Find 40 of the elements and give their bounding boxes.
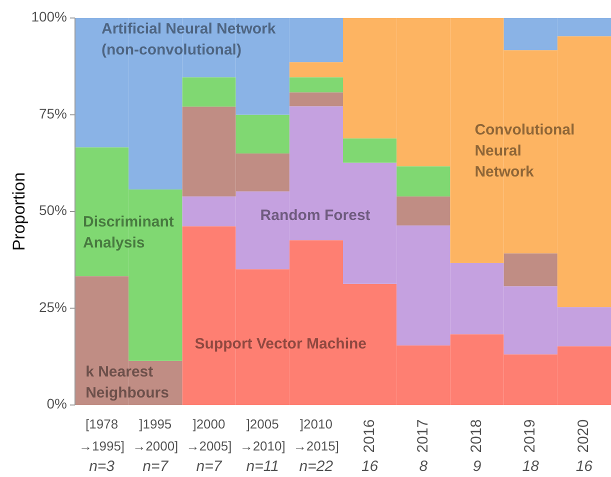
x-tick-label: 2017	[414, 419, 432, 453]
series-label: Random Forest	[260, 206, 370, 224]
text: n=11	[246, 458, 279, 475]
bar	[236, 114, 290, 154]
x-tick-label: 2020	[575, 419, 592, 453]
x-tick-label: 2019	[522, 419, 539, 453]
bar	[289, 92, 343, 106]
text: n=7	[196, 458, 222, 475]
y-tick-label: 50%	[38, 202, 67, 218]
text: 16	[576, 458, 594, 475]
text: 9	[472, 458, 482, 475]
text: n=7	[142, 458, 169, 475]
bar	[343, 138, 397, 163]
bar	[289, 77, 343, 92]
bar	[396, 166, 450, 196]
series-label: Support Vector Machine	[194, 335, 367, 352]
series-label: Discriminant Analysis	[83, 213, 174, 252]
y-tick-label: 100%	[31, 8, 67, 25]
y-axis-title: Proportion	[9, 172, 28, 251]
x-tick-label: ]2010 →2015]	[293, 416, 339, 454]
x-tick-label: [1978 →1995]	[79, 416, 125, 454]
y-tick-label: 25%	[38, 298, 67, 315]
text: 18	[522, 458, 540, 475]
text: n=22	[299, 458, 334, 475]
bar	[504, 253, 558, 286]
text: 8	[419, 458, 428, 475]
x-tick-label: ]2005 →2010]	[240, 416, 286, 454]
y-tick-label: 0%	[46, 396, 67, 412]
bar	[182, 77, 236, 107]
x-tick-label: 2018	[468, 419, 485, 453]
series-label: k Nearest Neighbours	[86, 363, 169, 402]
y-tick-label: 75%	[38, 105, 67, 122]
text: n=3	[89, 458, 116, 475]
series-label: Artificial Neural Network (non-convolutional)	[102, 20, 276, 59]
x-tick-label: ]1995 →2000]	[132, 416, 178, 454]
x-tick-label: 2016	[360, 419, 378, 453]
text: 16	[361, 458, 379, 475]
x-tick-label: ]2000 →2005]	[186, 416, 232, 454]
bar	[396, 196, 450, 226]
series-label: Convolutional Neural Network	[474, 122, 575, 181]
